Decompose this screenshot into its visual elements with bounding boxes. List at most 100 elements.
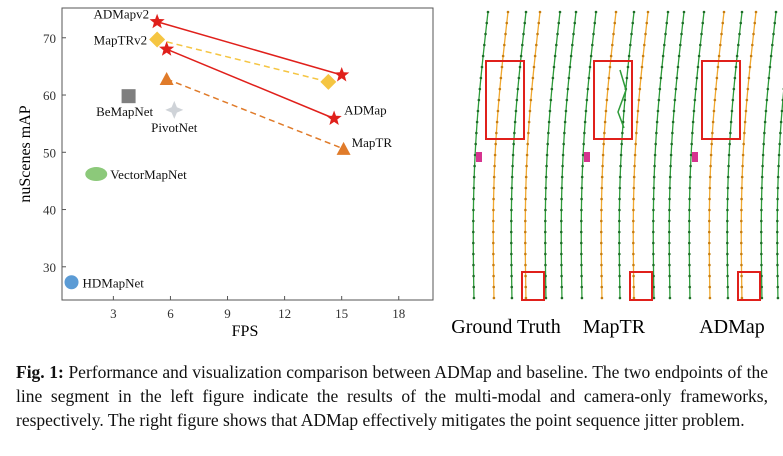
lane-point — [668, 208, 671, 212]
lane-point — [708, 252, 711, 256]
lane-point — [735, 54, 739, 58]
lane-point — [726, 274, 729, 278]
lane-point — [675, 76, 679, 80]
lane-point — [500, 65, 504, 69]
lane-point — [775, 219, 779, 223]
lane-point — [544, 252, 547, 256]
lane-point — [611, 43, 614, 47]
lane-point — [509, 230, 513, 234]
lane-point — [472, 274, 475, 278]
lane-point — [560, 263, 563, 267]
lane-point — [513, 131, 516, 135]
lane-point — [477, 98, 481, 102]
lane-point — [707, 241, 711, 245]
lane-point — [749, 54, 753, 58]
lane-point — [748, 65, 752, 69]
lane-point — [773, 21, 777, 25]
lane-panel — [471, 10, 578, 301]
lane-point — [580, 208, 583, 212]
lane-point — [627, 54, 631, 58]
lane-point — [506, 10, 510, 14]
lane-point — [505, 21, 509, 25]
lane-point — [635, 120, 639, 124]
lane-point — [729, 120, 733, 124]
lane-point — [585, 98, 589, 102]
lane-point — [740, 263, 743, 267]
lane-point — [559, 241, 563, 245]
lane-point — [726, 252, 729, 256]
lane-point — [763, 131, 766, 135]
lane-point — [708, 186, 712, 190]
lane-point — [651, 230, 655, 234]
lane-point — [631, 230, 635, 234]
lane-point — [700, 32, 703, 36]
y-tick-label: 30 — [43, 260, 56, 275]
series-line — [166, 78, 344, 150]
lane-point — [491, 219, 495, 223]
lane-point — [740, 274, 743, 278]
lane-point — [599, 230, 603, 234]
lane-point — [573, 21, 577, 25]
x-tick-label: 9 — [224, 306, 231, 321]
lane-point — [600, 175, 604, 179]
lane-point — [510, 208, 513, 212]
y-axis-label: nuScenes mAP — [17, 105, 34, 202]
lane-point — [568, 65, 572, 69]
lane-point — [499, 76, 503, 80]
lane-point — [638, 87, 642, 91]
lane-point — [586, 87, 590, 91]
lane-point — [772, 32, 775, 36]
lane-point — [608, 65, 612, 69]
lane-point — [599, 219, 603, 223]
lane-point — [566, 87, 570, 91]
lane-point — [601, 153, 605, 157]
lane-point — [760, 175, 764, 179]
lane-point — [605, 98, 609, 102]
lane-point — [713, 98, 717, 102]
lane-point — [524, 186, 528, 190]
lane-point — [579, 241, 583, 245]
caption: Fig. 1: Performance and visualization co… — [16, 360, 768, 432]
lane-point — [652, 296, 656, 300]
lane-point — [688, 186, 692, 190]
highlight-box — [629, 271, 653, 301]
lane-point — [776, 274, 779, 278]
lane-point — [524, 285, 528, 289]
lane-point — [580, 175, 584, 179]
lane-point — [619, 164, 622, 168]
lane-point — [778, 142, 781, 146]
lane-point — [588, 65, 592, 69]
lane-point — [527, 131, 530, 135]
lane-point — [732, 87, 736, 91]
lane-point — [739, 219, 743, 223]
lane-point — [475, 131, 478, 135]
lane-point — [472, 175, 476, 179]
lane-point — [775, 241, 779, 245]
lane-point — [640, 65, 644, 69]
lane-point — [696, 65, 700, 69]
lane-point — [753, 21, 757, 25]
lane-point — [560, 296, 564, 300]
lane-point — [688, 175, 692, 179]
lane-point — [633, 153, 637, 157]
lane-point — [545, 153, 549, 157]
lane-point — [670, 142, 673, 146]
lane-point — [472, 263, 475, 267]
series-label: MapTRv2 — [94, 32, 147, 47]
lane-point — [652, 186, 656, 190]
lane-point — [740, 296, 744, 300]
lane-point — [693, 98, 697, 102]
lane-point — [579, 219, 583, 223]
lane-point — [622, 109, 626, 113]
lane-point — [774, 10, 778, 14]
lane-point — [510, 274, 513, 278]
lane-point — [560, 252, 563, 256]
lane-point — [760, 252, 763, 256]
lane-point — [497, 98, 501, 102]
lane-point — [561, 153, 565, 157]
point-star — [159, 41, 175, 56]
lane-point — [721, 21, 725, 25]
lane-point — [746, 87, 750, 91]
lane-point — [776, 252, 779, 256]
lane-point — [600, 186, 604, 190]
